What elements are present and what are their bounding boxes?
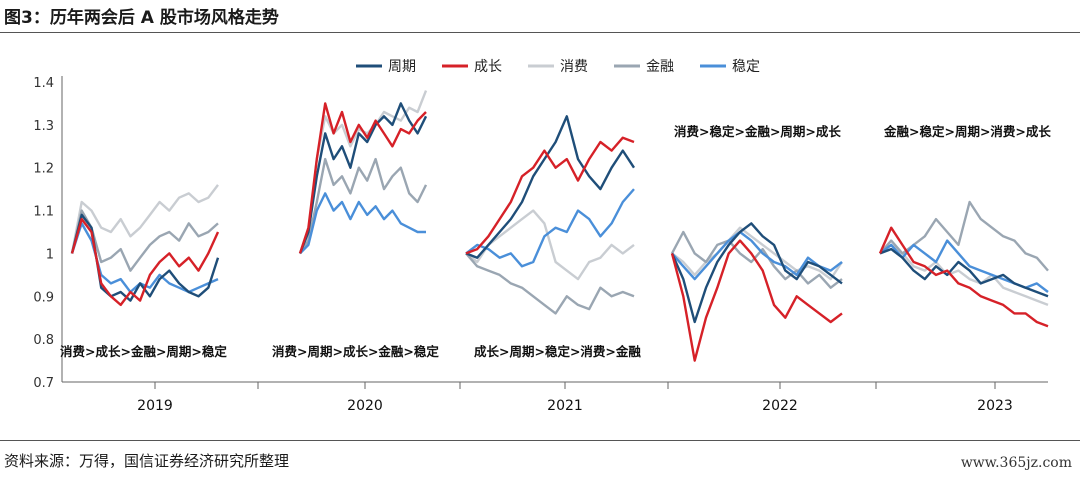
series-line-金融-2020 [298, 157, 428, 255]
y-tick-label: 1.1 [33, 205, 54, 220]
watermark: www.365jz.com [960, 455, 1072, 471]
legend: 周期 成长 消费 金融 稳定 [356, 59, 760, 75]
x-axis [62, 381, 1048, 389]
series-line-金融-2021 [465, 252, 635, 315]
legend-label: 稳定 [732, 59, 760, 75]
series-line-消费-2023 [879, 243, 1049, 307]
style-ranking-annotation: 金融>稳定>周期>消费>成长 [883, 124, 1051, 139]
y-tick-label: 1 [46, 247, 54, 262]
panel-2020: 2020 消费>周期>成长>金融>稳定 [272, 90, 439, 414]
bottom-rule [0, 440, 1080, 441]
x-tick-label-year: 2020 [347, 398, 383, 414]
legend-label: 消费 [560, 59, 588, 75]
style-trend-chart: 周期 成长 消费 金融 稳定 1.4 1.3 1.2 1.1 1 0.9 0.8 0.7 2019 消费… [33, 59, 1051, 414]
legend-item-1: 周期 [356, 59, 416, 75]
panel-2021: 2021 成长>周期>稳定>消费>金融 [465, 115, 641, 414]
series-line-消费-2019 [70, 184, 219, 254]
source-note: 资料来源：万得，国信证券经济研究所整理 [4, 452, 290, 470]
y-tick-label: 0.9 [33, 290, 54, 305]
y-axis: 1.4 1.3 1.2 1.1 1 0.9 0.8 0.7 [33, 76, 63, 391]
series-line-周期-2022 [670, 222, 843, 324]
panel-2022: 2022 消费>稳定>金融>周期>成长 [670, 124, 844, 414]
series-line-稳定-2022 [671, 230, 843, 281]
series-line-成长-2022 [670, 239, 843, 362]
series-line-金融-2023 [879, 200, 1049, 272]
x-tick-label-year: 2023 [977, 398, 1013, 414]
legend-label: 金融 [646, 59, 674, 75]
legend-item-2: 成长 [442, 59, 502, 75]
y-tick-label: 1.3 [33, 119, 54, 134]
series-line-周期-2020 [298, 102, 428, 254]
x-tick-label-year: 2022 [762, 398, 798, 414]
style-ranking-annotation: 消费>稳定>金融>周期>成长 [674, 124, 841, 139]
style-ranking-annotation: 成长>周期>稳定>消费>金融 [474, 344, 641, 359]
style-ranking-annotation: 消费>成长>金融>周期>稳定 [60, 344, 227, 359]
series-line-成长-2023 [878, 226, 1049, 328]
legend-item-4: 金融 [614, 59, 674, 75]
series-line-成长-2020 [298, 102, 427, 254]
legend-label: 周期 [388, 59, 416, 75]
y-tick-label: 0.7 [33, 376, 54, 391]
x-tick-label-year: 2019 [137, 398, 173, 414]
series-line-消费-2021 [465, 209, 635, 281]
series-line-成长-2021 [465, 136, 635, 255]
panel-2023: 2023 金融>稳定>周期>消费>成长 [878, 124, 1051, 414]
style-ranking-annotation: 消费>周期>成长>金融>稳定 [272, 344, 439, 359]
legend-item-3: 消费 [528, 59, 588, 75]
legend-label: 成长 [474, 59, 502, 75]
series-line-周期-2023 [879, 247, 1049, 298]
series-line-金融-2019 [70, 209, 219, 272]
series-line-成长-2019 [70, 217, 220, 307]
plot-area: 2019 消费>成长>金融>周期>稳定 2020 消费>周期>成长>金融>稳定 2021… [60, 90, 1051, 414]
figure-title: 图3：历年两会后 A 股市场风格走势 [4, 8, 279, 28]
series-line-周期-2021 [465, 115, 636, 259]
y-tick-label: 1.4 [33, 76, 54, 91]
series-line-稳定-2021 [465, 188, 635, 268]
y-tick-label: 0.8 [33, 333, 54, 348]
y-tick-label: 1.2 [33, 162, 54, 177]
panel-2019: 2019 消费>成长>金融>周期>稳定 [60, 184, 227, 414]
series-line-消费-2022 [671, 226, 844, 281]
legend-item-5: 稳定 [700, 59, 760, 75]
x-tick-label-year: 2021 [547, 398, 583, 414]
series-line-稳定-2020 [299, 192, 426, 255]
top-rule [0, 32, 1080, 33]
series-line-金融-2022 [670, 230, 843, 289]
